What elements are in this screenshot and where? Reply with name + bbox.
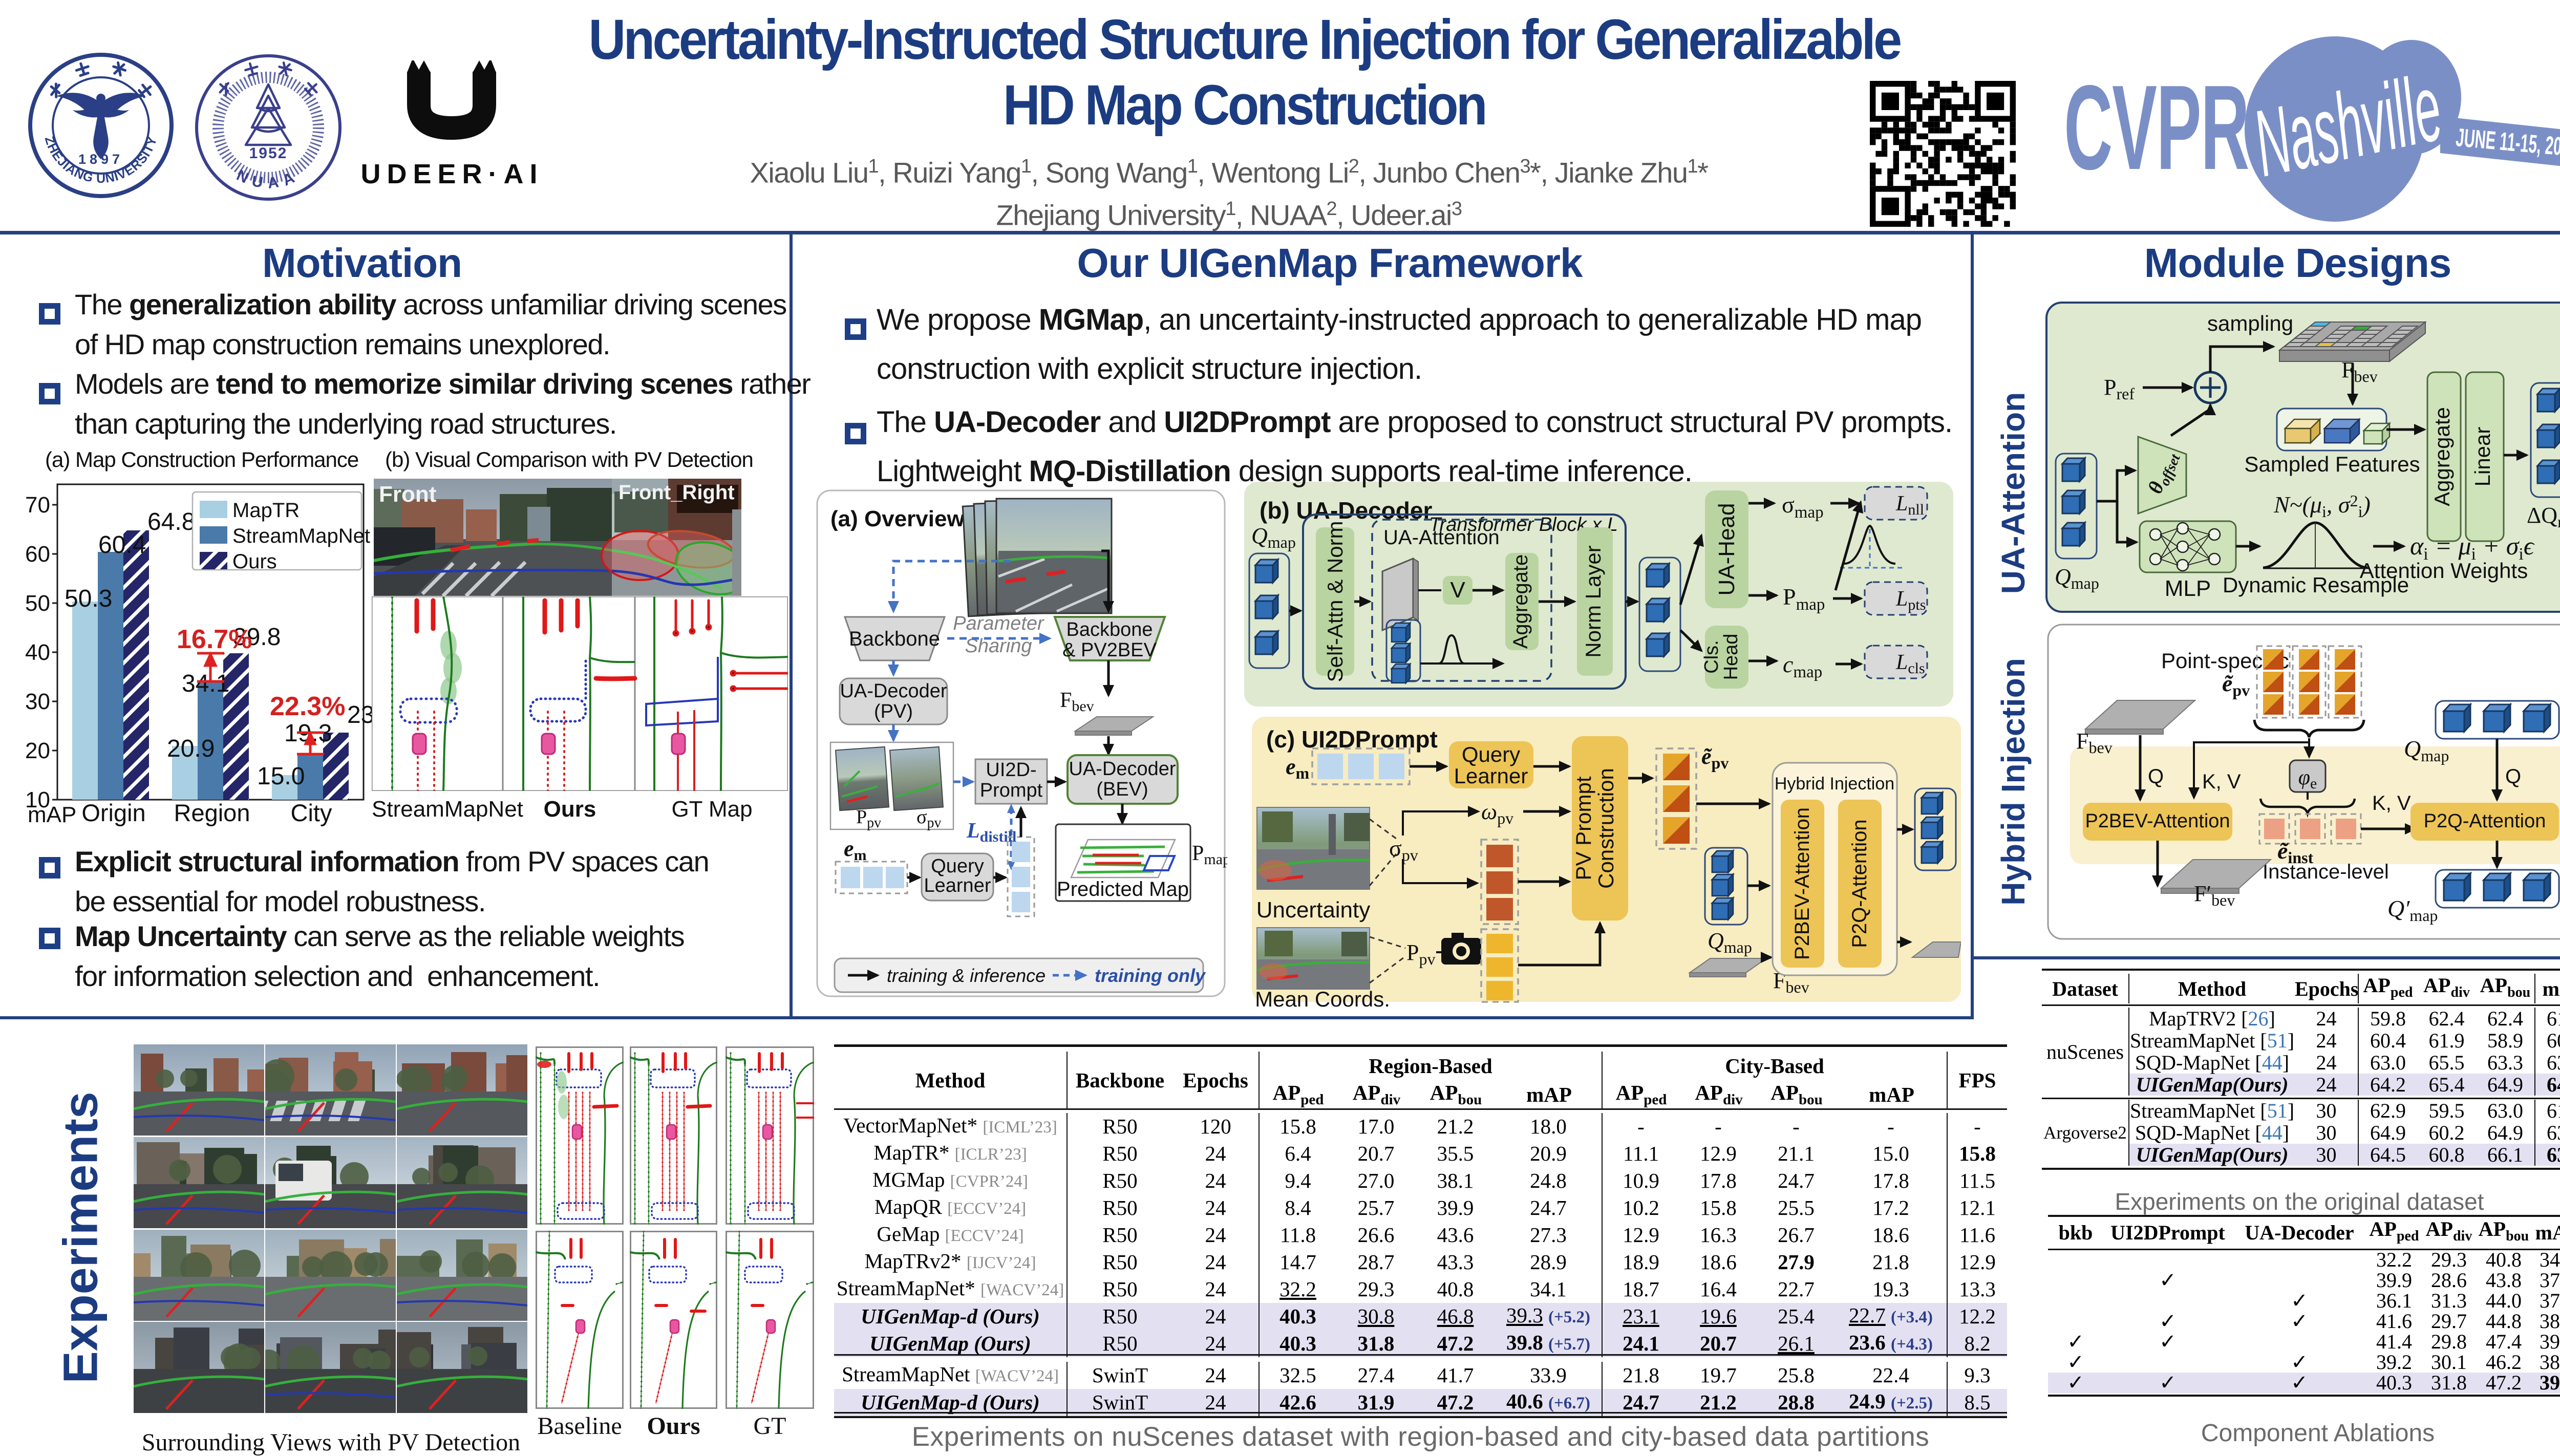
svg-text:& PV2BEV: & PV2BEV — [1062, 639, 1157, 661]
svg-text:training only: training only — [1095, 965, 1206, 986]
svg-text:Backbone: Backbone — [849, 628, 940, 650]
svg-text:Instance-level: Instance-level — [2263, 861, 2389, 883]
svg-text:Fbev: Fbev — [2341, 357, 2378, 386]
svg-text:Dynamic Resample: Dynamic Resample — [2223, 573, 2409, 597]
svg-text:(a) Overview: (a) Overview — [830, 506, 965, 531]
svg-text:P2Q-Attention: P2Q-Attention — [2424, 810, 2546, 832]
svg-text:StreamMapNet: StreamMapNet — [232, 525, 370, 547]
svg-text:Learner: Learner — [924, 875, 991, 896]
svg-text:ΔQmap: ΔQmap — [2527, 503, 2560, 531]
svg-text:60: 60 — [25, 542, 50, 567]
svg-text:CVPR: CVPR — [2064, 61, 2249, 195]
svg-text:K, V: K, V — [2372, 792, 2411, 815]
svg-text:(c) UI2DPrompt: (c) UI2DPrompt — [1266, 726, 1438, 753]
svg-text:PV Prompt: PV Prompt — [1571, 776, 1595, 880]
svg-text:Learner: Learner — [1454, 764, 1528, 788]
svg-text:Fbev: Fbev — [2076, 729, 2113, 757]
svg-text:34.1: 34.1 — [182, 670, 229, 697]
svg-text:60.4: 60.4 — [98, 531, 146, 559]
svg-text:Pref: Pref — [2104, 375, 2135, 403]
svg-text:Predicted Map: Predicted Map — [1057, 878, 1189, 901]
svg-text:UA-Decoder: UA-Decoder — [1069, 758, 1176, 780]
svg-text:1952: 1952 — [249, 145, 288, 162]
svg-text:P2BEV-Attention: P2BEV-Attention — [2085, 810, 2230, 832]
svg-text:Query: Query — [1462, 742, 1520, 766]
svg-text:39.8: 39.8 — [233, 624, 281, 651]
svg-text:mAP: mAP — [28, 802, 76, 827]
svg-text:Origin: Origin — [81, 799, 145, 826]
svg-text:Aggregate: Aggregate — [1509, 554, 1532, 649]
svg-text:MapTR: MapTR — [232, 499, 300, 522]
svg-text:MLP: MLP — [2165, 576, 2211, 601]
svg-text:Prompt: Prompt — [980, 780, 1043, 801]
svg-text:training & inference: training & inference — [887, 965, 1046, 986]
svg-text:20.9: 20.9 — [167, 735, 215, 762]
svg-text:UA-Decoder: UA-Decoder — [840, 680, 947, 702]
svg-text:P2BEV-Attention: P2BEV-Attention — [1791, 807, 1814, 960]
svg-text:(PV): (PV) — [874, 701, 913, 722]
svg-text:Cls.: Cls. — [1701, 640, 1722, 673]
svg-text:Norm Layer: Norm Layer — [1581, 545, 1605, 657]
svg-text:70: 70 — [25, 493, 50, 518]
svg-text:22.3%: 22.3% — [270, 692, 345, 721]
svg-text:(BEV): (BEV) — [1096, 779, 1148, 800]
svg-text:UA-Head: UA-Head — [1714, 503, 1739, 596]
svg-text:Query: Query — [931, 855, 984, 877]
svg-text:Head: Head — [1720, 634, 1742, 680]
svg-text:Self-Attn & Norm: Self-Attn & Norm — [1323, 521, 1347, 682]
svg-text:sampling: sampling — [2207, 311, 2293, 335]
svg-text:K, V: K, V — [2202, 770, 2241, 793]
svg-text:Backbone: Backbone — [1066, 619, 1153, 640]
svg-text:Sampled Features: Sampled Features — [2244, 452, 2420, 476]
svg-text:P2Q-Attention: P2Q-Attention — [1848, 819, 1871, 948]
svg-text:Hybrid Injection: Hybrid Injection — [1775, 774, 1894, 794]
svg-text:Attention Weights: Attention Weights — [2360, 559, 2528, 583]
svg-text:Parameter: Parameter — [953, 613, 1044, 634]
svg-text:Q: Q — [2505, 765, 2521, 788]
svg-text:Region: Region — [174, 799, 250, 826]
svg-text:(b) UA-Decoder: (b) UA-Decoder — [1260, 497, 1432, 524]
svg-text:UA-Attention: UA-Attention — [1383, 526, 1500, 549]
svg-text:20: 20 — [25, 738, 50, 763]
svg-text:Construction: Construction — [1594, 768, 1618, 889]
svg-text:16.7%: 16.7% — [177, 625, 252, 654]
svg-text:Linear: Linear — [2470, 427, 2494, 487]
svg-text:64.8: 64.8 — [147, 508, 195, 536]
svg-text:Uncertainty: Uncertainty — [1256, 897, 1371, 923]
svg-text:V: V — [1450, 577, 1465, 603]
svg-text:Aggregate: Aggregate — [2430, 407, 2454, 506]
svg-text:City: City — [291, 799, 332, 826]
svg-text:UDEER·AI: UDEER·AI — [360, 159, 543, 189]
svg-text:Qmap: Qmap — [2055, 564, 2099, 592]
svg-text:15.0: 15.0 — [257, 763, 305, 790]
svg-text:50.3: 50.3 — [65, 585, 112, 612]
svg-text:50: 50 — [25, 591, 50, 616]
svg-text:Mean Coords.: Mean Coords. — [1255, 987, 1390, 1011]
svg-text:Front_Right: Front_Right — [618, 481, 735, 504]
svg-text:Front: Front — [379, 482, 437, 507]
svg-text:1897: 1897 — [78, 152, 123, 167]
svg-text:10: 10 — [25, 787, 50, 812]
svg-text:UI2D-: UI2D- — [986, 759, 1036, 781]
svg-text:30: 30 — [25, 689, 50, 714]
svg-text:Q: Q — [2148, 765, 2164, 788]
svg-text:40: 40 — [25, 640, 50, 665]
svg-text:Ours: Ours — [232, 550, 277, 573]
